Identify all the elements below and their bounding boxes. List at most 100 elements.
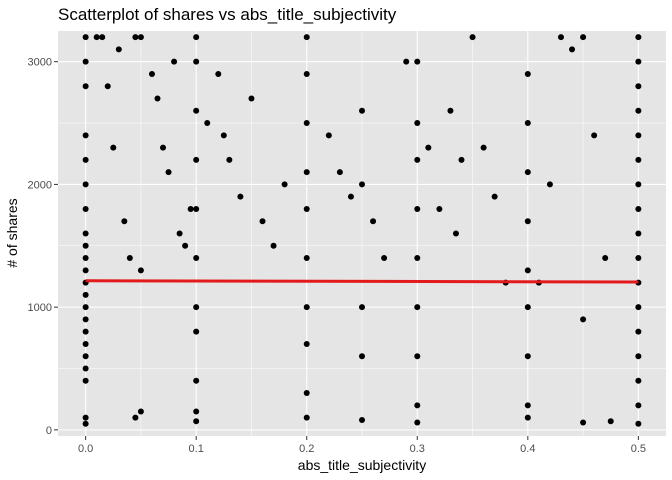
data-point [237, 193, 244, 200]
data-point [281, 181, 288, 188]
data-point [381, 255, 388, 262]
y-tick-label: 3000 [28, 57, 52, 69]
data-point [193, 418, 200, 425]
data-point [524, 353, 531, 360]
data-point [524, 169, 531, 176]
data-point [635, 107, 642, 114]
data-point [193, 156, 200, 163]
data-point [193, 205, 200, 212]
data-point [607, 418, 614, 425]
data-point [325, 132, 332, 139]
minor-gridlines [58, 31, 666, 436]
data-point [436, 205, 443, 212]
chart-title: Scatterplot of shares vs abs_title_subje… [58, 5, 397, 24]
data-point [580, 419, 587, 426]
data-point [635, 83, 642, 90]
data-point [359, 304, 365, 311]
data-point [580, 316, 587, 323]
data-point [93, 34, 100, 41]
data-point [82, 83, 89, 90]
data-point [193, 408, 200, 415]
data-point [82, 242, 89, 249]
data-point [137, 34, 144, 41]
data-point [359, 417, 365, 424]
data-point [82, 353, 89, 360]
trend-line [85, 279, 639, 284]
data-point [524, 304, 531, 311]
data-point [469, 34, 476, 41]
data-point [193, 58, 200, 65]
data-point [137, 267, 144, 274]
data-point [148, 70, 155, 77]
data-point [187, 205, 194, 212]
x-axis-title: abs_title_subjectivity [298, 457, 426, 473]
data-point [635, 156, 642, 163]
data-point [270, 242, 277, 249]
data-point [524, 218, 531, 225]
x-tick-label: 0.5 [631, 443, 646, 455]
data-point [121, 218, 128, 225]
data-point [370, 218, 377, 225]
data-point [160, 144, 167, 151]
data-point [303, 205, 310, 212]
x-tick-label: 0.0 [78, 443, 93, 455]
data-point [82, 291, 89, 298]
data-point [165, 169, 172, 176]
data-points [82, 34, 642, 427]
data-point [635, 328, 642, 335]
data-point [82, 181, 89, 188]
data-point [303, 390, 310, 397]
data-point [193, 255, 200, 262]
data-point [193, 34, 200, 41]
data-point [635, 420, 642, 427]
data-point [82, 328, 89, 335]
data-point [447, 107, 454, 114]
data-point [82, 414, 89, 421]
data-point [359, 181, 365, 188]
data-point [110, 144, 117, 151]
data-point [303, 255, 310, 262]
data-point [635, 402, 642, 409]
data-point [82, 377, 89, 384]
data-point [524, 402, 531, 409]
data-point [176, 230, 183, 237]
data-point [132, 414, 139, 421]
data-point [193, 304, 200, 311]
data-point [215, 70, 222, 77]
data-point [259, 218, 266, 225]
data-point [524, 120, 531, 127]
data-point [82, 316, 89, 323]
y-tick-label: 2000 [28, 179, 52, 191]
data-point [193, 328, 200, 335]
data-point [336, 169, 343, 176]
x-tick-label: 0.4 [520, 443, 535, 455]
data-point [347, 193, 354, 200]
data-point [182, 242, 189, 249]
data-point [126, 255, 133, 262]
data-point [303, 340, 310, 347]
data-point [557, 34, 564, 41]
data-point [82, 304, 89, 311]
data-point [303, 34, 310, 41]
data-point [204, 120, 211, 127]
data-point [480, 144, 487, 151]
data-point [303, 70, 310, 77]
data-point [82, 365, 89, 372]
data-point [220, 132, 227, 139]
data-point [580, 34, 587, 41]
data-point [635, 377, 642, 384]
data-point [403, 58, 410, 65]
data-point [425, 144, 432, 151]
data-point [635, 230, 642, 237]
data-point [132, 34, 139, 41]
data-point [82, 156, 89, 163]
data-point [524, 70, 531, 77]
data-point [414, 402, 421, 409]
data-point [635, 304, 642, 311]
data-point [99, 34, 106, 41]
data-point [546, 181, 553, 188]
data-point [414, 156, 421, 163]
data-point [414, 304, 421, 311]
data-point [524, 414, 531, 421]
